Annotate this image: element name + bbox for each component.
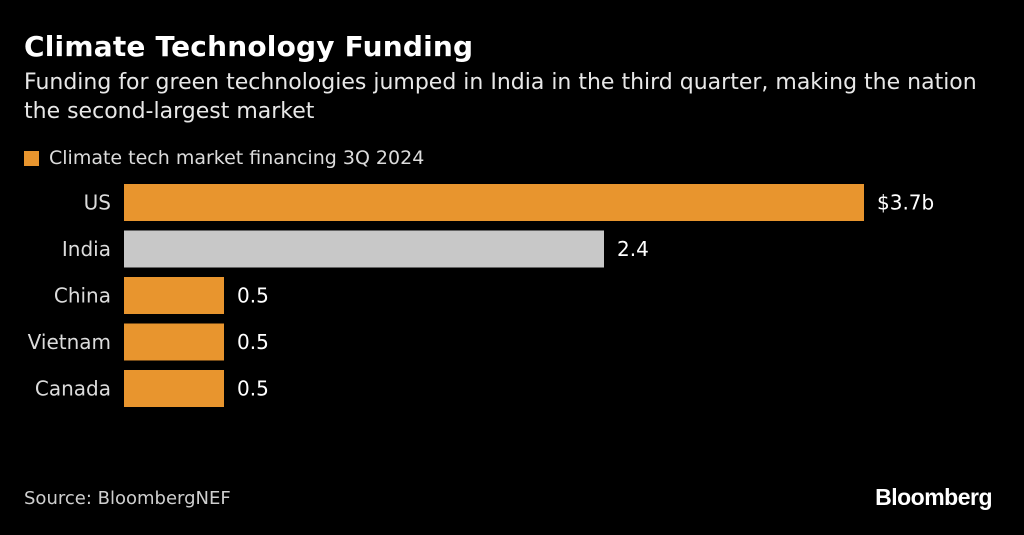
bar-us — [124, 184, 864, 221]
category-label-canada: Canada — [35, 377, 111, 401]
value-label-vietnam: 0.5 — [237, 330, 269, 354]
source-note: Source: BloombergNEF — [24, 488, 231, 509]
bar-india — [124, 230, 604, 268]
value-label-china: 0.5 — [237, 284, 269, 308]
legend: Climate tech market financing 3Q 2024 — [24, 147, 424, 169]
category-label-vietnam: Vietnam — [28, 330, 111, 354]
value-label-canada: 0.5 — [237, 377, 269, 401]
chart-title: Climate Technology Funding — [24, 30, 474, 63]
bar-vietnam — [124, 323, 224, 361]
category-label-us: US — [84, 191, 111, 215]
value-label-india: 2.4 — [617, 237, 649, 261]
legend-label: Climate tech market financing 3Q 2024 — [49, 147, 425, 169]
bloomberg-logo: Bloomberg — [875, 484, 992, 510]
bar-canada — [124, 370, 224, 407]
category-label-china: China — [54, 284, 111, 308]
legend-swatch — [24, 150, 39, 166]
value-label-us: $3.7b — [877, 191, 934, 215]
category-label-india: India — [62, 237, 111, 261]
bar-china — [124, 277, 224, 314]
chart-subtitle: Funding for green technologies jumped in… — [24, 70, 977, 124]
